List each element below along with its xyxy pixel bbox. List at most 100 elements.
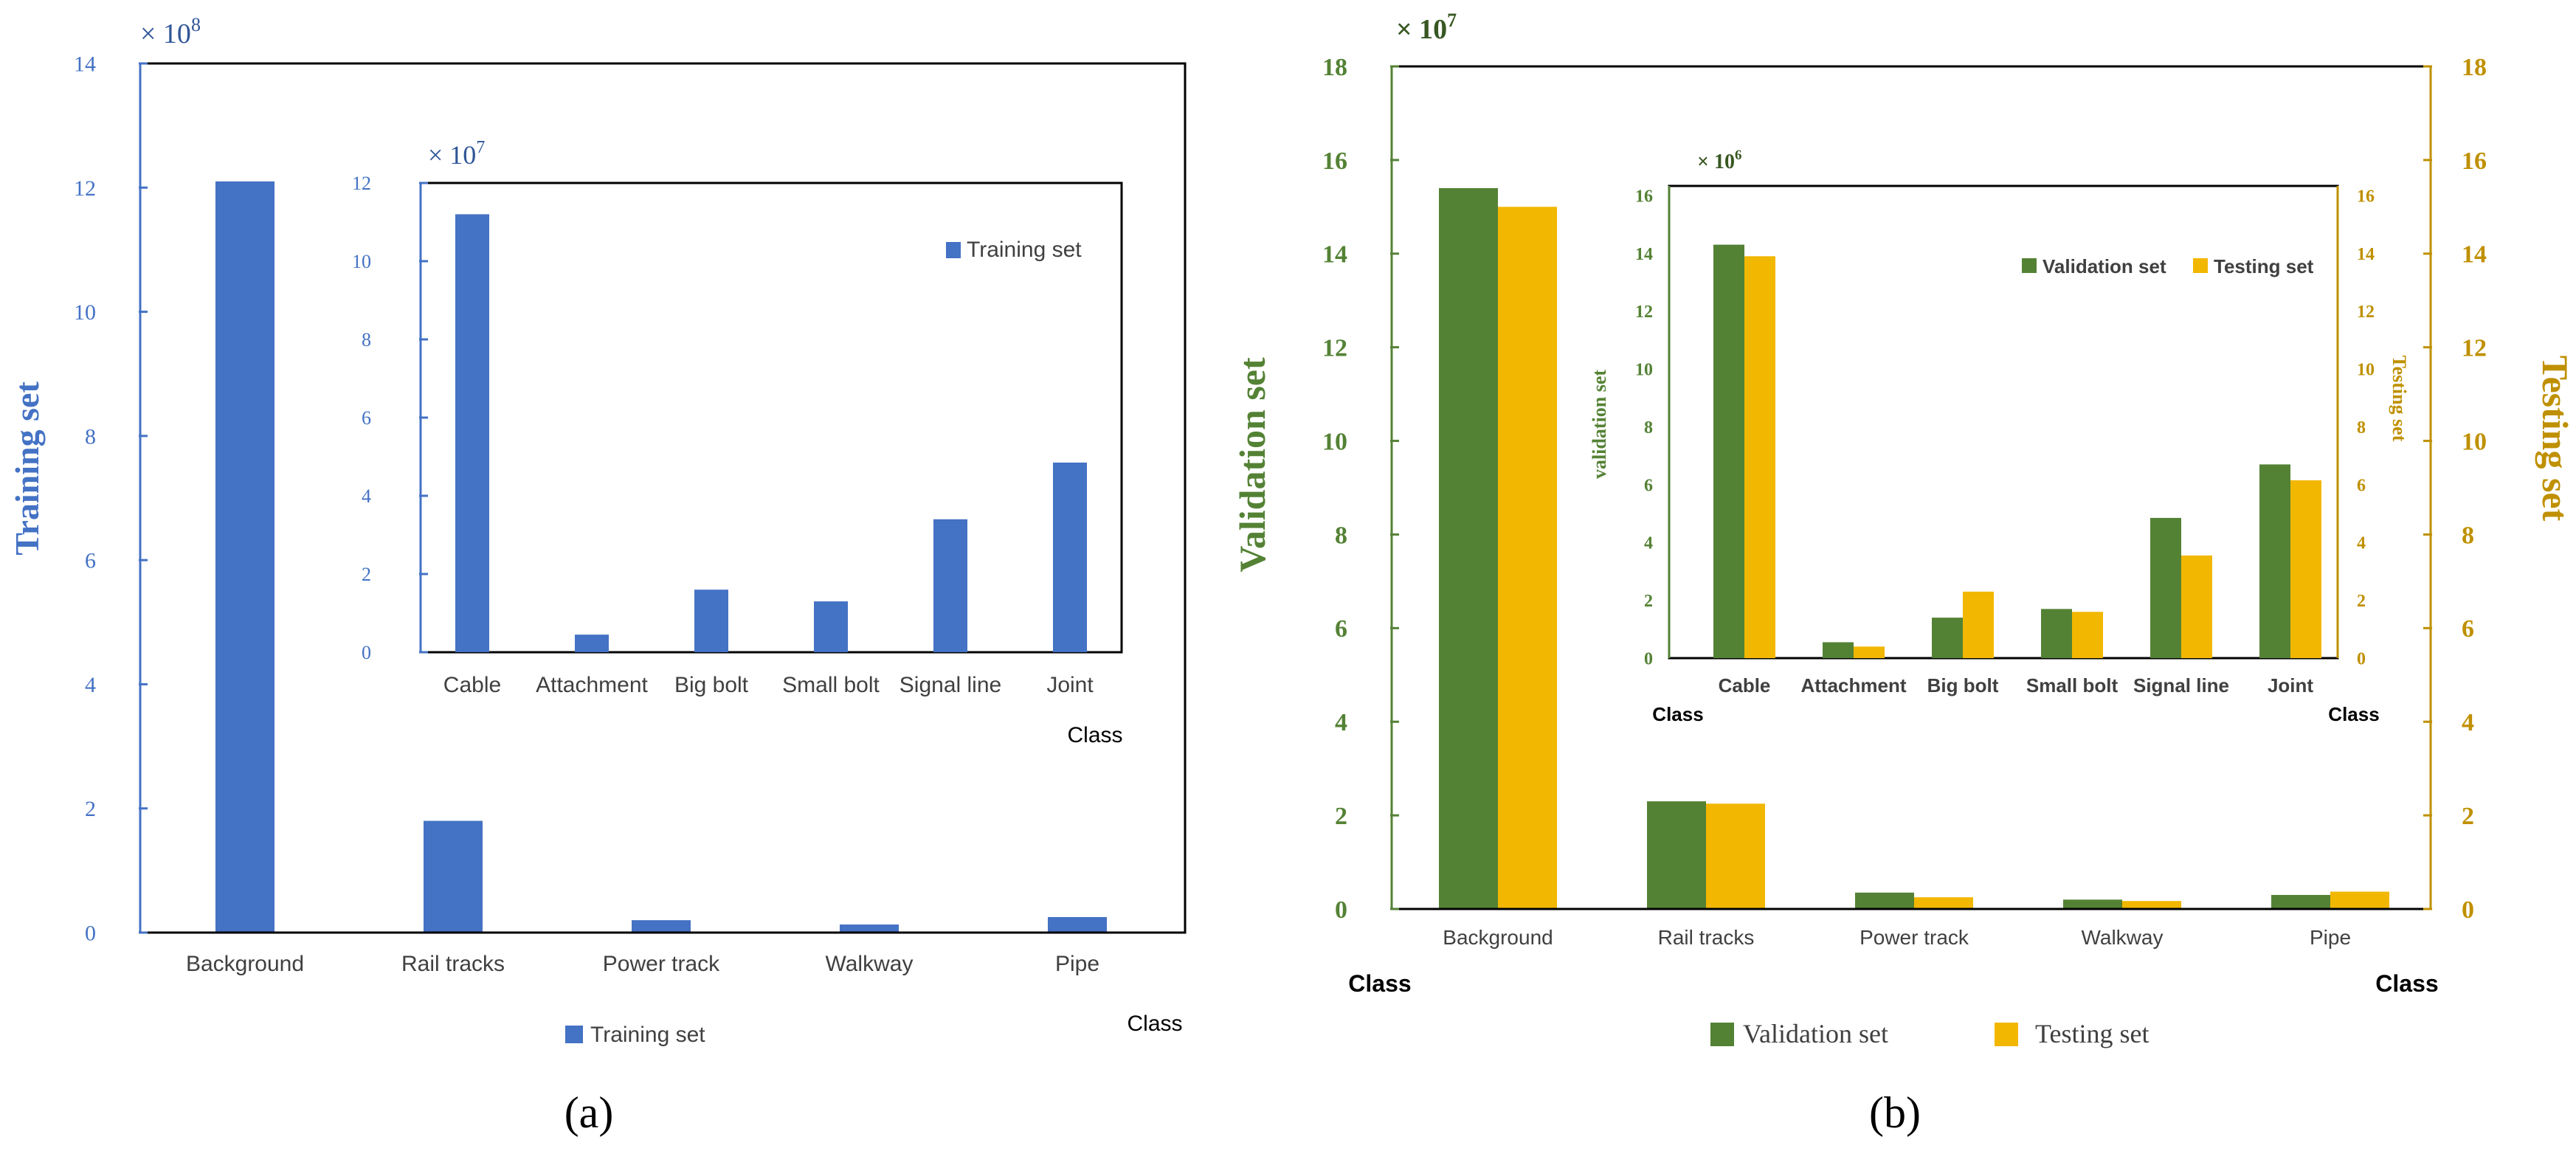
y-tick-label: 14 (1322, 241, 1347, 269)
y-tick-label: 6 (85, 549, 96, 573)
y-tick-label-right: 0 (2462, 896, 2474, 924)
y-tick-label: 4 (1644, 534, 1653, 553)
y-tick-label-right: 0 (2357, 649, 2366, 668)
y-tick-label-right: 2 (2357, 592, 2366, 611)
y-tick-label: 12 (1322, 335, 1347, 362)
panel-b-inset-legend-label-validation: Validation set (2043, 255, 2166, 277)
y-tick-label: 16 (1322, 148, 1347, 175)
x-tick-label: Background (186, 952, 304, 976)
y-tick-label-right: 6 (2462, 615, 2474, 643)
panel-a-x-ticks: Background Rail tracks Power track Walkway P… (186, 952, 1099, 976)
y-tick-label: 10 (1322, 428, 1347, 455)
x-tick-label: Joint (2268, 674, 2313, 696)
x-tick-label: Walkway (2082, 926, 2164, 949)
panel-b-inset-y-label-right: Testing set (2389, 356, 2410, 442)
y-tick-label: 10 (352, 251, 371, 272)
y-tick-label-right: 18 (2462, 54, 2487, 81)
panel-b-inset-bars (1713, 244, 2321, 658)
x-tick-label: Big bolt (674, 673, 749, 697)
bar-testing-set (2330, 891, 2389, 909)
x-tick-label: Signal line (2133, 674, 2229, 696)
panel-a-inset-bars (455, 214, 1087, 652)
x-tick-label: Small bolt (782, 673, 880, 697)
y-tick-label-right: 10 (2357, 361, 2375, 380)
bar-testing-set (1706, 803, 1765, 909)
y-tick-label: 0 (1335, 896, 1347, 924)
y-tick-label: 2 (362, 564, 371, 585)
panel-b-legend-label-testing: Testing set (2035, 1019, 2149, 1048)
panel-b-inset-legend-swatch-testing (2193, 258, 2208, 273)
panel-a-inset-y-ticks: 0 2 4 6 8 10 12 (352, 173, 428, 663)
x-tick-label: Small bolt (2026, 674, 2119, 696)
y-tick-label-right: 14 (2357, 245, 2375, 264)
bar-training-set (814, 601, 848, 652)
panel-b-y-label-right: Testing set (2535, 356, 2576, 522)
y-tick-label-right: 8 (2462, 522, 2474, 549)
bar-training-set (694, 590, 728, 652)
y-tick-label: 16 (1635, 187, 1653, 206)
panel-b-x-label-right: Class (2375, 970, 2438, 997)
bar-validation-set (2041, 609, 2072, 658)
panel-a-inset-frame (419, 182, 1123, 654)
y-tick-label: 8 (1335, 522, 1347, 549)
panel-b-y-label-left: Validation set (1232, 357, 1273, 573)
x-tick-label: Cable (443, 673, 501, 697)
y-tick-label-right: 14 (2462, 241, 2487, 269)
y-tick-label: 18 (1322, 54, 1347, 81)
bar-validation-set (1647, 801, 1706, 909)
panel-b-inset-legend-label-testing: Testing set (2214, 255, 2314, 277)
x-tick-label: Walkway (826, 952, 914, 976)
x-tick-label: Background (1443, 926, 1553, 949)
panel-a-y-ticks: 0 2 4 6 8 10 12 14 (74, 52, 148, 946)
x-tick-label: Big bolt (1927, 674, 1999, 696)
y-tick-label: 6 (1644, 476, 1653, 495)
panel-b-x-label-left: Class (1348, 970, 1411, 997)
y-tick-label: 2 (1335, 803, 1347, 830)
bar-training-set (215, 181, 274, 933)
bar-testing-set (1854, 646, 1885, 658)
panel-a-inset-multiplier: × 107 (428, 138, 485, 170)
bar-training-set (1048, 916, 1107, 933)
x-tick-label: Signal line (899, 673, 1001, 697)
y-tick-label: 14 (1635, 245, 1653, 264)
bar-testing-set (2122, 901, 2181, 909)
bar-validation-set (2259, 464, 2290, 658)
panel-b-main-bars (1439, 187, 2389, 909)
panel-a-label: (a) (564, 1088, 614, 1137)
y-tick-label-right: 12 (2462, 335, 2487, 362)
bar-training-set (424, 820, 483, 933)
panel-b-legend-swatch-testing (1995, 1023, 2018, 1046)
y-tick-label: 8 (85, 424, 96, 449)
y-tick-label: 8 (1644, 418, 1653, 438)
panel-b-legend-label-validation: Validation set (1743, 1019, 1888, 1048)
panel-a-main-bars (215, 181, 1107, 933)
panel-b-multiplier: × 107 (1396, 10, 1457, 45)
x-tick-label: Cable (1719, 674, 1771, 696)
bar-testing-set (1498, 207, 1557, 909)
panel-b-inset-x-label-left: Class (1652, 703, 1703, 725)
y-tick-label: 12 (352, 173, 371, 194)
panel-a-x-label: Class (1127, 1012, 1182, 1036)
panel-a-inset-x-ticks: Cable Attachment Big bolt Small bolt Signal … (443, 673, 1094, 697)
bar-testing-set (1914, 897, 1973, 909)
panel-a-y-label: Training set (8, 381, 46, 556)
y-tick-label-right: 16 (2462, 148, 2487, 175)
bar-training-set (632, 920, 691, 933)
y-tick-label: 10 (1635, 361, 1653, 380)
panel-b-y-ticks: 0 0 2 2 4 4 6 6 8 8 10 10 12 12 14 14 16 16 18 18 (1322, 54, 2487, 924)
y-tick-label: 12 (1635, 303, 1653, 322)
y-tick-label: 10 (74, 300, 96, 325)
x-tick-label: Attachment (1800, 674, 1906, 696)
y-tick-label-right: 12 (2357, 303, 2375, 322)
panel-b-legend-swatch-validation (1710, 1023, 1734, 1046)
panel-b-x-ticks: Background Rail tracks Power track Walkway P… (1443, 926, 2351, 949)
y-tick-label-right: 6 (2357, 476, 2366, 495)
panel-a-inset-x-label: Class (1067, 723, 1122, 747)
panel-b-inset-multiplier: × 106 (1697, 148, 1741, 173)
x-tick-label: Joint (1046, 673, 1094, 697)
y-tick-label: 2 (1644, 592, 1653, 611)
x-tick-label: Rail tracks (401, 952, 505, 976)
panel-a-inset-legend-swatch (946, 242, 961, 258)
panel-b-inset-y-ticks: 0 0 2 2 4 4 6 6 8 8 10 10 12 12 14 14 16 16 (1635, 187, 2375, 668)
